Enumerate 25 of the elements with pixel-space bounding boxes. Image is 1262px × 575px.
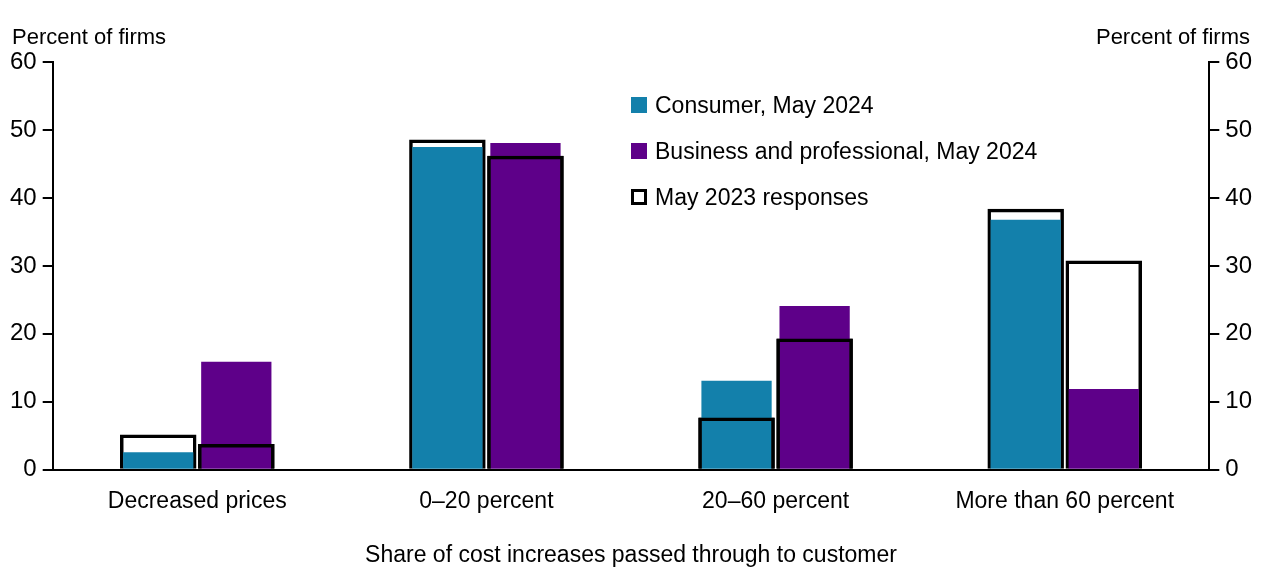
bar bbox=[1068, 388, 1139, 469]
x-tick-label: More than 60 percent bbox=[955, 486, 1175, 513]
y2-tick-label: 0 bbox=[1225, 454, 1239, 482]
y-tick-label: 10 bbox=[9, 386, 37, 414]
bar bbox=[123, 452, 194, 469]
bar bbox=[201, 361, 272, 469]
bar bbox=[701, 380, 772, 469]
y-tick-label: 30 bbox=[9, 250, 37, 278]
y2-tick-label: 20 bbox=[1225, 318, 1253, 346]
bar bbox=[779, 306, 850, 469]
legend-label: Consumer, May 2024 bbox=[655, 91, 874, 119]
y2-tick-label: 40 bbox=[1225, 182, 1253, 210]
x-tick-label: Decreased prices bbox=[107, 486, 287, 513]
legend-label: Business and professional, May 2024 bbox=[655, 137, 1038, 165]
y2-tick-label: 10 bbox=[1225, 386, 1253, 414]
x-axis-title: Share of cost increases passed through to customer bbox=[365, 540, 898, 567]
legend-label: May 2023 responses bbox=[655, 183, 869, 211]
y2-tick-label: 50 bbox=[1225, 114, 1253, 142]
y2-tick-label: 30 bbox=[1225, 250, 1253, 278]
y-tick-label: 20 bbox=[9, 318, 37, 346]
y-tick-label: 40 bbox=[9, 182, 37, 210]
y-tick-label: 0 bbox=[23, 454, 37, 482]
y-tick-label: 50 bbox=[9, 114, 37, 142]
x-tick-label: 0–20 percent bbox=[419, 486, 555, 513]
x-tick-label: 20–60 percent bbox=[702, 486, 850, 513]
